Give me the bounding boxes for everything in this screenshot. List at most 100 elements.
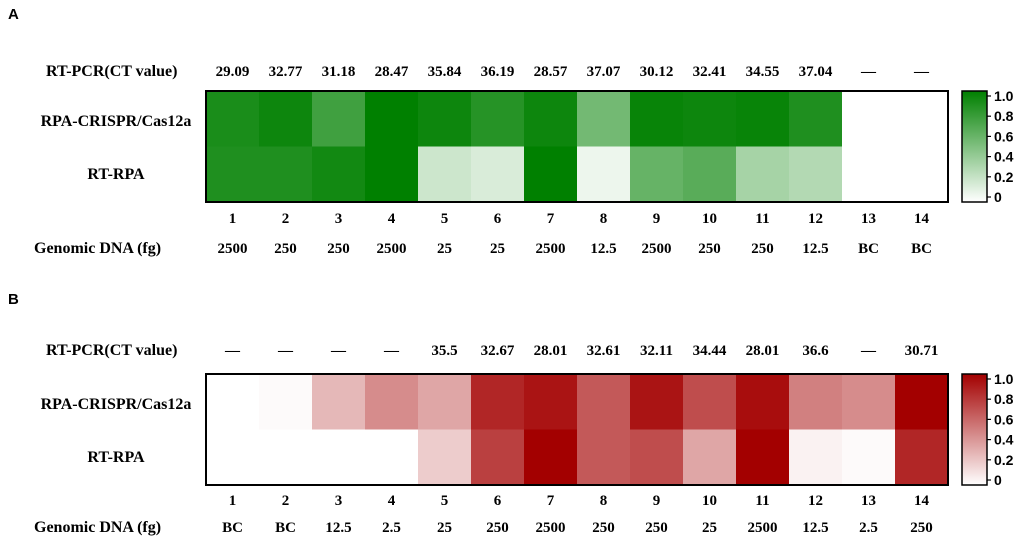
heatmap-cell: [683, 374, 737, 431]
ct-label: RT-PCR(CT value): [46, 63, 177, 80]
heatmap-cell: [524, 91, 578, 148]
colorbar-ticks-b: 1.0 0.8 0.6 0.4 0.2 0: [987, 371, 1014, 488]
heatmap-cell: [471, 146, 525, 203]
ct-value: 35.84: [428, 64, 462, 80]
dna-values-a: 2500 250 250 2500 25 25 2500 12.5 2500 250 250 12.5…: [218, 241, 932, 257]
heatmap-cell: [524, 374, 578, 431]
colorbar-b: [961, 373, 988, 486]
dna-value: 2.5: [859, 520, 878, 536]
heatmap-cell: [842, 146, 896, 203]
heatmap-cell: [206, 374, 260, 431]
colorbar-tick-label: 0: [994, 472, 1002, 488]
colorbar-tick-label: 0: [994, 189, 1002, 205]
ct-label: RT-PCR(CT value): [46, 342, 177, 359]
heatmap-cell: [259, 429, 313, 486]
dna-value: 25: [437, 241, 452, 257]
ct-value: 34.44: [693, 343, 727, 359]
heatmap-cell: [630, 374, 684, 431]
dna-value: 25: [437, 520, 452, 536]
heatmap-cell: [365, 146, 419, 203]
dna-value: BC: [911, 241, 932, 257]
x-axis-label: Genomic DNA (fg): [34, 240, 161, 257]
dna-value: 250: [592, 520, 615, 536]
colorbar-tick-label: 0.2: [994, 169, 1014, 185]
ct-value: 36.6: [802, 343, 829, 359]
ct-value: 36.19: [481, 64, 515, 80]
column-number: 5: [441, 211, 449, 227]
column-numbers-b: 1 2 3 4 5 6 7 8 9 10 11 12 13 14: [229, 493, 930, 509]
heatmap-cell: [630, 91, 684, 148]
colorbar-tick-label: 0.6: [994, 128, 1014, 144]
panel-letter: B: [8, 291, 19, 308]
column-number: 7: [547, 493, 555, 509]
heatmap-cell: [312, 91, 366, 148]
heatmap-cells-b: [206, 374, 949, 486]
row-label-rtrpa: RT-RPA: [87, 449, 145, 466]
ct-value: 28.47: [375, 64, 409, 80]
dna-value: 2500: [377, 241, 407, 257]
dna-value: 250: [751, 241, 774, 257]
colorbar-tick-label: 0.8: [994, 391, 1014, 407]
dna-value: 12.5: [325, 520, 351, 536]
heatmap-cell: [683, 429, 737, 486]
x-axis-label: Genomic DNA (fg): [34, 519, 161, 536]
ct-value: 32.61: [587, 343, 621, 359]
column-number: 12: [808, 493, 823, 509]
heatmap-cell: [577, 146, 631, 203]
ct-value: 29.09: [216, 64, 250, 80]
panel-b: B RT-PCR(CT value) RPA-CRISPR/Cas12a RT-…: [8, 291, 1014, 536]
colorbar-tick-label: 0.2: [994, 452, 1014, 468]
dna-value: 250: [486, 520, 509, 536]
heatmap-cell: [206, 429, 260, 486]
column-number: 11: [755, 493, 769, 509]
heatmap-cell: [577, 91, 631, 148]
dna-value: 2500: [536, 241, 566, 257]
dna-value: 25: [490, 241, 505, 257]
column-number: 12: [808, 211, 823, 227]
ct-values-b: — — — — 35.5 32.67 28.01 32.61 32.11 34.44 28.01 36…: [224, 343, 938, 359]
heatmap-cell: [418, 429, 472, 486]
column-number: 10: [702, 211, 717, 227]
heatmap-cell: [630, 429, 684, 486]
column-number: 6: [494, 493, 502, 509]
column-number: 5: [441, 493, 449, 509]
dna-value: 2500: [642, 241, 672, 257]
ct-value: —: [383, 343, 400, 359]
ct-value: 30.12: [640, 64, 674, 80]
row-label-crispr: RPA-CRISPR/Cas12a: [41, 113, 192, 130]
colorbar-tick-label: 1.0: [994, 371, 1014, 387]
heatmap-cell: [736, 146, 790, 203]
heatmap-cell: [365, 91, 419, 148]
column-number: 14: [914, 211, 930, 227]
ct-values-a: 29.09 32.77 31.18 28.47 35.84 36.19 28.57 37.07…: [216, 64, 930, 80]
dna-value: 25: [702, 520, 717, 536]
heatmap-cell: [736, 374, 790, 431]
heatmap-cell: [206, 146, 260, 203]
dna-value: 12.5: [590, 241, 616, 257]
column-number: 4: [388, 493, 396, 509]
column-number: 3: [335, 493, 343, 509]
heatmap-border-b: [205, 373, 949, 486]
heatmap-border-a: [205, 90, 949, 203]
ct-value: —: [913, 64, 930, 80]
column-number: 14: [914, 493, 930, 509]
dna-value: 250: [645, 520, 668, 536]
heatmap-cell: [577, 429, 631, 486]
column-number: 8: [600, 211, 608, 227]
heatmap-cell: [789, 146, 843, 203]
heatmap-cell: [630, 146, 684, 203]
heatmap-cell: [789, 91, 843, 148]
heatmap-cell: [842, 91, 896, 148]
heatmap-cell: [736, 91, 790, 148]
column-number: 2: [282, 211, 290, 227]
dna-values-b: BC BC 12.5 2.5 25 250 2500 250 250 25 2500 12.5 2.5 2…: [222, 520, 933, 536]
heatmap-cell: [577, 374, 631, 431]
heatmap-cell: [365, 429, 419, 486]
ct-value: 28.01: [534, 343, 568, 359]
heatmap-cell: [471, 374, 525, 431]
heatmap-cell: [418, 146, 472, 203]
column-number: 9: [653, 493, 661, 509]
dna-value: 250: [698, 241, 721, 257]
heatmap-cell: [312, 146, 366, 203]
